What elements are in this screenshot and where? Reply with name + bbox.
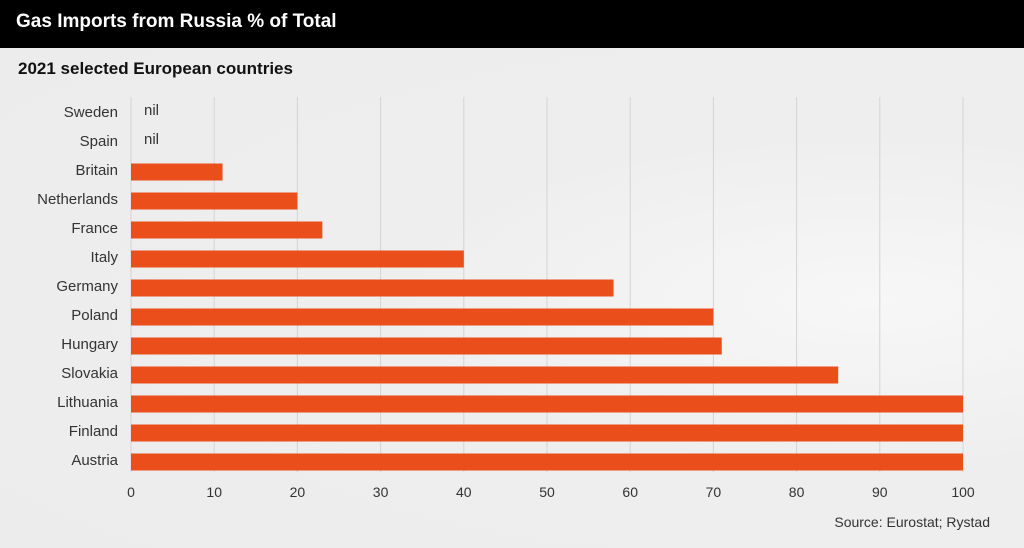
- bar: [131, 192, 298, 210]
- category-label: Finland: [69, 423, 118, 440]
- category-label: Sweden: [64, 104, 118, 121]
- bar: [131, 453, 963, 471]
- value-label: nil: [144, 102, 159, 119]
- x-axis-tick-labels: 0 10 20 30 40 50 60 70 80 90 100: [127, 484, 975, 500]
- category-label: Hungary: [61, 336, 118, 353]
- value-label: nil: [144, 131, 159, 148]
- chart-subtitle: 2021 selected European countries: [18, 59, 293, 78]
- x-tick-label: 40: [456, 484, 472, 500]
- x-tick-label: 100: [951, 484, 975, 500]
- x-tick-label: 50: [539, 484, 555, 500]
- chart-title: Gas Imports from Russia % of Total: [16, 11, 337, 32]
- bar: [131, 163, 223, 181]
- category-labels: Sweden Spain Britain Netherlands France Italy…: [37, 104, 119, 469]
- category-label: Poland: [71, 307, 118, 324]
- x-tick-label: 10: [206, 484, 222, 500]
- x-tick-label: 20: [290, 484, 306, 500]
- chart-header: Gas Imports from Russia % of Total: [0, 0, 1024, 48]
- category-label: Austria: [71, 452, 118, 469]
- category-label: Germany: [56, 278, 118, 295]
- x-tick-label: 0: [127, 484, 135, 500]
- category-label: Spain: [80, 133, 118, 150]
- category-label: France: [71, 220, 118, 237]
- bars: nil nil: [131, 102, 963, 471]
- category-label: Slovakia: [61, 365, 118, 382]
- x-tick-label: 60: [622, 484, 638, 500]
- category-label: Lithuania: [57, 394, 119, 411]
- category-label: Britain: [75, 162, 118, 179]
- x-tick-label: 90: [872, 484, 888, 500]
- x-tick-label: 80: [789, 484, 805, 500]
- bar: [131, 250, 464, 268]
- bar: [131, 279, 614, 297]
- x-tick-label: 30: [373, 484, 389, 500]
- bar: [131, 337, 722, 355]
- bar: [131, 366, 839, 384]
- bar: [131, 308, 714, 326]
- source-note: Source: Eurostat; Rystad: [834, 514, 990, 530]
- bar: [131, 395, 963, 413]
- bar: [131, 221, 323, 239]
- category-label: Netherlands: [37, 191, 118, 208]
- bar: [131, 424, 963, 442]
- x-tick-label: 70: [706, 484, 722, 500]
- category-label: Italy: [90, 249, 118, 266]
